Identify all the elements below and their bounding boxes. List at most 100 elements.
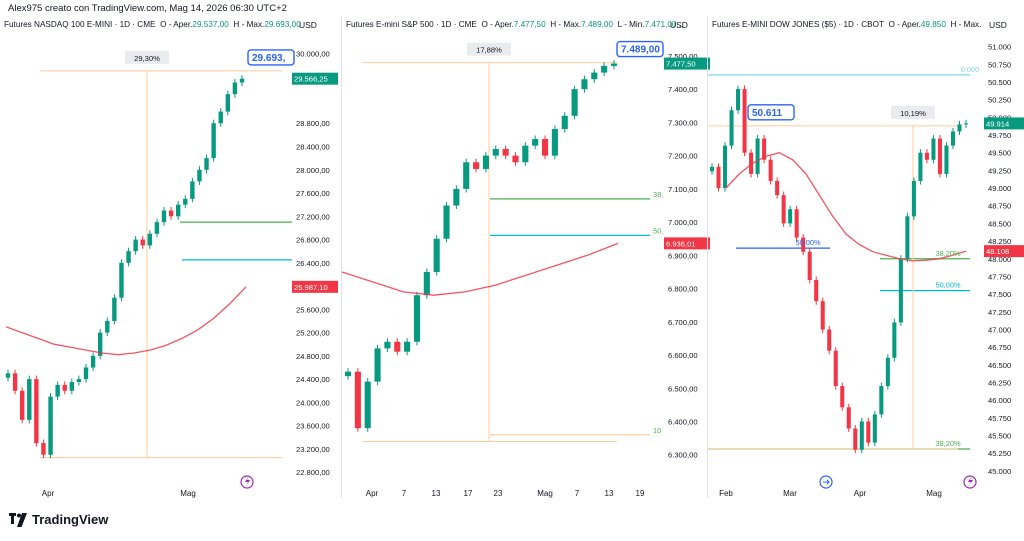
candle-body	[963, 123, 969, 125]
x-tick-label: Mag	[926, 489, 942, 498]
candle-body	[119, 262, 124, 298]
candle-body	[225, 94, 231, 112]
chart-panel-sp500[interactable]: Futures E-mini S&P 500 · 1D · CME O - Ap…	[341, 16, 710, 498]
measure-label-box	[125, 50, 169, 64]
currency-label: USD	[670, 20, 688, 30]
y-tick-label: 25.600,00	[296, 305, 330, 314]
candle-body	[482, 155, 489, 169]
candle-body	[34, 379, 39, 444]
brand-name: TradingView	[32, 512, 109, 527]
price-tag-box	[664, 57, 710, 70]
y-tick-label: 6.800,00	[668, 285, 698, 294]
y-tick-label: 24.400,00	[296, 375, 330, 384]
y-tick-label: 6.400,00	[668, 418, 698, 427]
candle-body	[69, 382, 75, 391]
candle-body	[571, 89, 578, 116]
price-tag-box	[664, 237, 710, 250]
candle-body	[492, 148, 499, 156]
candle-body	[190, 181, 195, 199]
y-tick-label: 6.900,00	[668, 251, 698, 260]
x-tick-label: Mag	[180, 489, 196, 498]
candle-body	[463, 162, 470, 189]
candle-body	[147, 233, 153, 246]
candle-body	[840, 386, 845, 408]
x-tick-label: Mag	[537, 489, 553, 498]
fib-level-label: 38,20%	[935, 439, 960, 448]
candle-body	[541, 139, 549, 156]
candle-body	[911, 180, 916, 217]
x-tick-label: Feb	[719, 489, 733, 498]
candle-body	[729, 110, 734, 146]
y-tick-label: 45.750	[988, 414, 1011, 423]
chart-panel-dow[interactable]: Futures E-MINI DOW JONES ($5) · 1D · CBO…	[708, 16, 1024, 498]
candle-body	[905, 216, 910, 259]
candle-body	[473, 162, 480, 169]
candle-body	[885, 357, 890, 387]
candle-body	[183, 198, 188, 205]
chart-panel-nasdaq[interactable]: Futures NASDAQ 100 E-MINI · 1D · CME O -…	[0, 16, 341, 498]
x-tick-label: Apr	[854, 489, 867, 498]
fib-level-label: 38,	[653, 190, 663, 199]
y-tick-label: 28.800,00	[296, 119, 330, 128]
x-tick-label: Apr	[366, 489, 379, 498]
candle-body	[197, 169, 202, 182]
candle-body	[90, 355, 96, 368]
candle-body	[950, 131, 955, 146]
y-tick-label: 51.000	[988, 43, 1011, 52]
price-tag-box	[984, 117, 1024, 130]
candle-body	[112, 297, 117, 321]
y-tick-label: 24.000,00	[296, 398, 330, 407]
y-tick-label: 50.250	[988, 96, 1011, 105]
chart-svg: 51.00050.75050.50050.25050.00049.75049.5…	[708, 43, 1024, 498]
price-tag-label: 7.477,50	[666, 60, 696, 69]
tradingview-logo[interactable]: TradingView	[8, 512, 108, 527]
price-tag-label: 6.936,01	[666, 239, 696, 248]
y-tick-label: 49.750	[988, 131, 1011, 140]
candle-body	[384, 341, 391, 349]
candle-body	[211, 123, 216, 159]
y-tick-label: 28.000,00	[296, 166, 330, 175]
candle-body	[55, 384, 60, 397]
chart-title: Futures E-MINI DOW JONES ($5) · 1D · CBO…	[712, 20, 982, 29]
price-tag-box	[292, 280, 338, 293]
candle-body	[709, 166, 715, 172]
candle-body	[924, 152, 929, 160]
candle-body	[801, 237, 806, 252]
y-tick-label: 27.600,00	[296, 189, 330, 198]
chart-title: Futures E-mini S&P 500 · 1D · CME O - Ap…	[346, 20, 684, 29]
candle-body	[154, 222, 160, 234]
candle-body	[502, 148, 509, 156]
candle-body	[204, 158, 209, 170]
y-tick-label: 47.500	[988, 290, 1011, 299]
y-tick-label: 48.500	[988, 219, 1011, 228]
candle-body	[5, 373, 11, 378]
candle-body	[833, 350, 838, 387]
y-tick-label: 22.800,00	[296, 468, 330, 477]
y-tick-label: 45.500	[988, 432, 1011, 441]
high-callout-box	[747, 104, 795, 121]
candle-body	[755, 138, 760, 174]
candle-body	[768, 159, 773, 181]
y-tick-label: 26.800,00	[296, 236, 330, 245]
candle-body	[175, 204, 181, 217]
y-tick-label: 46.500	[988, 361, 1011, 370]
candle-body	[168, 210, 174, 217]
y-tick-label: 46.250	[988, 379, 1011, 388]
x-tick-label: 13	[432, 489, 441, 498]
measure-label: 10,19%	[900, 109, 926, 118]
candle-body	[443, 205, 450, 239]
candle-body	[775, 180, 780, 196]
candle-body	[423, 271, 430, 296]
candle-body	[522, 145, 529, 163]
candle-body	[433, 238, 440, 272]
y-tick-label: 48.000	[988, 255, 1011, 264]
high-callout-label: 50.611	[752, 108, 782, 119]
y-tick-label: 7.200,00	[668, 152, 698, 161]
candle-body	[394, 341, 401, 352]
candle-body	[736, 89, 741, 111]
candle-body	[937, 138, 942, 174]
y-tick-label: 48.750	[988, 202, 1011, 211]
measure-label-box	[467, 42, 511, 56]
chart-svg: 30.000,0029.600,0028.800,0028.400,0028.0…	[5, 49, 338, 498]
candle-body	[218, 111, 223, 124]
